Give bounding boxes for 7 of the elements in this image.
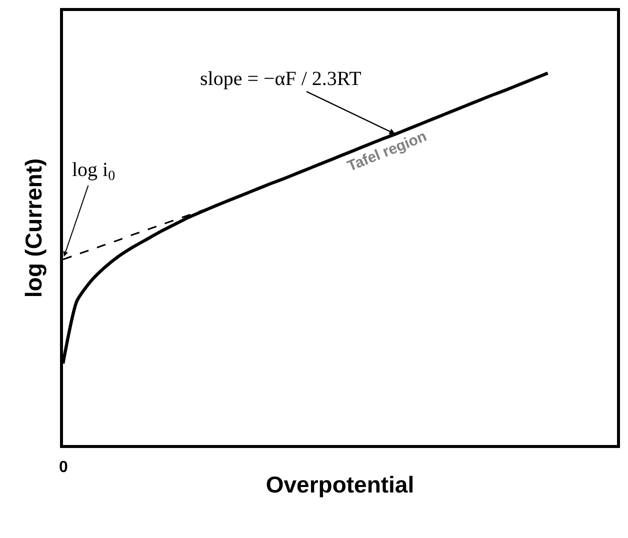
text: 0 (59, 459, 68, 476)
y-axis-title: log (Current) (20, 158, 47, 298)
x-axis-title: Overpotential (266, 471, 414, 498)
text: log i (72, 159, 108, 181)
annotation: slope = −αF / 2.3RT (200, 68, 362, 90)
annotation: Tafel region (344, 128, 430, 176)
annotation: 0 (108, 169, 116, 184)
